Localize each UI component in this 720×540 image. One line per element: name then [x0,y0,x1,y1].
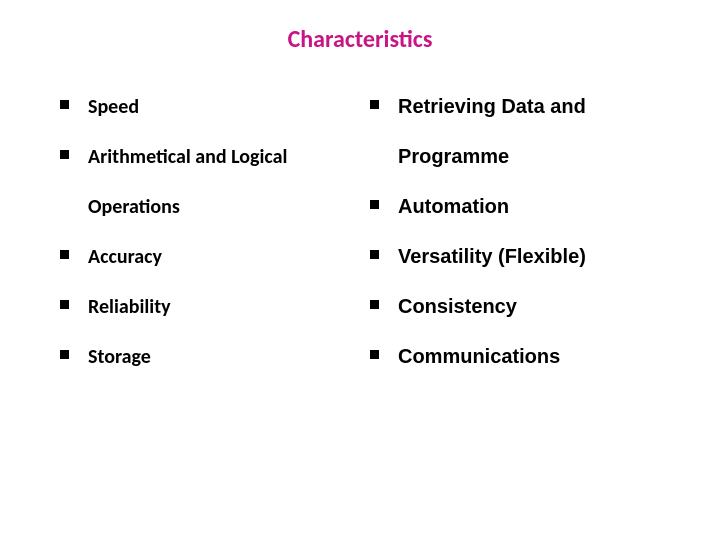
right-column: Retrieving Data and Programme Automation… [370,94,660,394]
list-item-continuation: Programme [370,144,660,170]
list-item: Reliability [60,294,350,320]
list-item: Speed [60,94,350,120]
columns-wrapper: Speed Arithmetical and Logical Operation… [60,94,660,394]
left-column: Speed Arithmetical and Logical Operation… [60,94,350,394]
list-item: Communications [370,344,660,370]
slide-title: Characteristics [60,25,660,54]
list-item: Retrieving Data and [370,94,660,120]
list-item: Consistency [370,294,660,320]
slide-container: Characteristics Speed Arithmetical and L… [0,0,720,540]
list-item: Versatility (Flexible) [370,244,660,270]
list-item: Accuracy [60,244,350,270]
list-item: Automation [370,194,660,220]
list-item-continuation: Operations [60,194,350,220]
list-item: Storage [60,344,350,370]
list-item: Arithmetical and Logical [60,144,350,170]
